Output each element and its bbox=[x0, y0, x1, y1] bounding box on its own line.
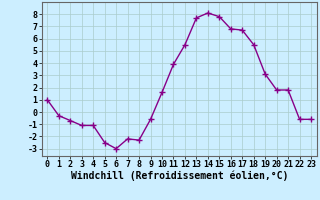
X-axis label: Windchill (Refroidissement éolien,°C): Windchill (Refroidissement éolien,°C) bbox=[70, 171, 288, 181]
